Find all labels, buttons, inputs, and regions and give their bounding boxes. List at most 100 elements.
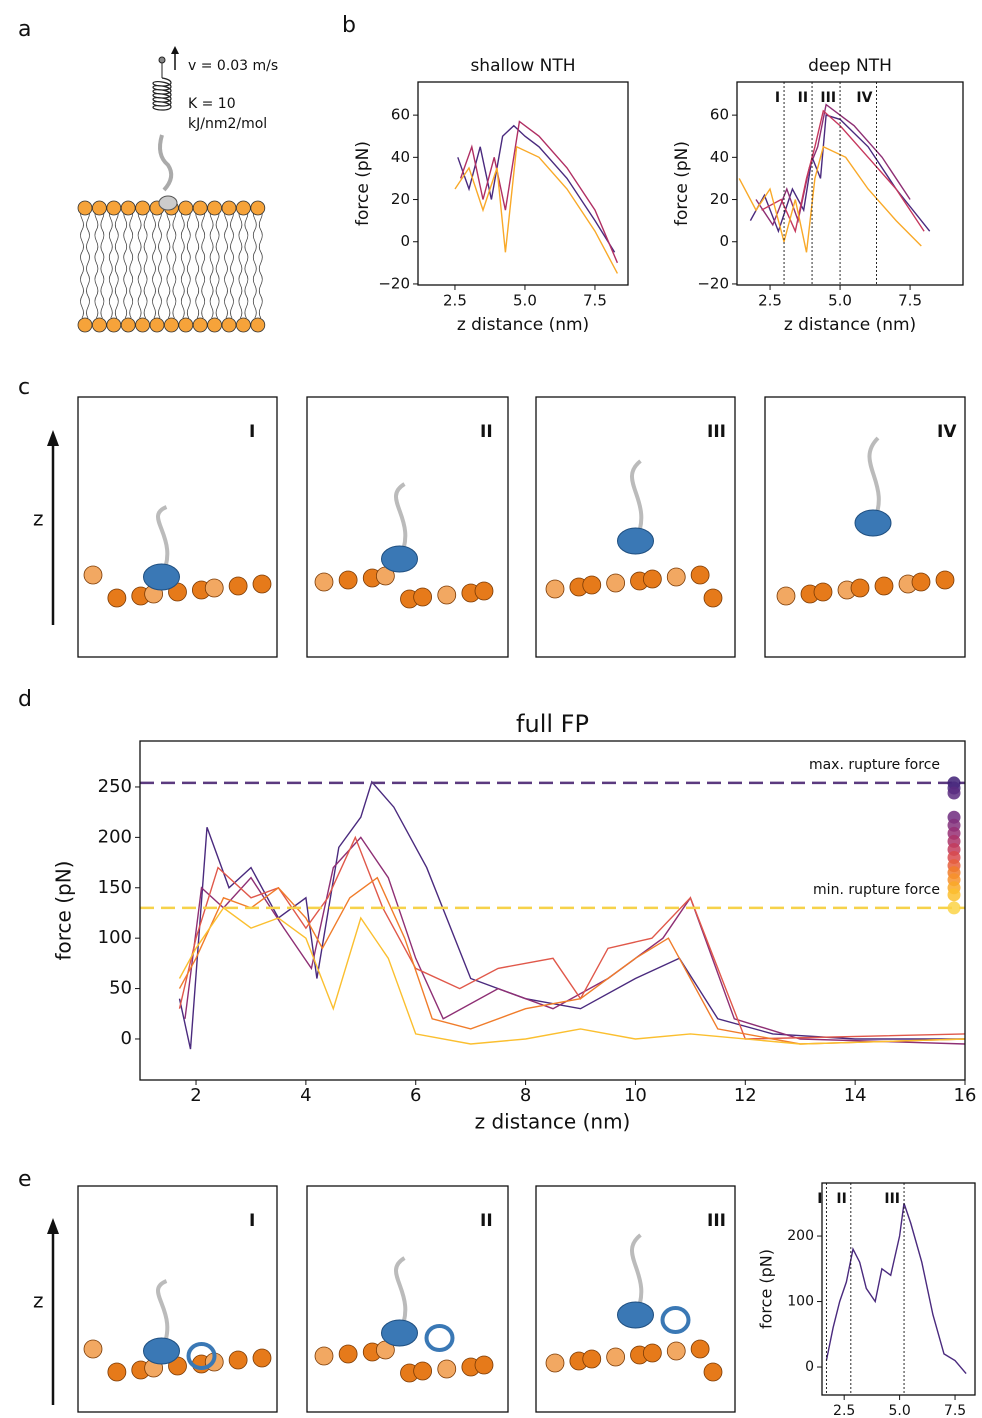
peptide-helix [143, 563, 180, 591]
y-tick-label: 40 [391, 148, 410, 166]
lipid-head [178, 200, 194, 216]
chart-title: shallow NTH [470, 56, 575, 76]
lipid-tail [143, 251, 148, 275]
lipid-tail [80, 295, 84, 319]
peptide [158, 134, 174, 192]
lipid-head [120, 200, 136, 216]
lipid-tail [258, 273, 263, 297]
panel-label: a [18, 17, 31, 42]
lipid-tail [123, 229, 128, 253]
lipid-tail [224, 295, 228, 319]
lipid-tail [186, 295, 191, 319]
lipid-tail [258, 251, 263, 275]
x-tick-label: 5.0 [828, 292, 852, 310]
lipid-head [221, 317, 237, 333]
lipid-tail [180, 229, 185, 253]
y-tick-label: 50 [109, 978, 132, 999]
lipid-tail [129, 251, 134, 275]
snapshot-label: II [480, 1211, 493, 1231]
lipid-head [776, 586, 796, 606]
lipid-tail [166, 273, 171, 297]
force-curve [184, 836, 965, 1045]
peptide-helix [617, 1301, 654, 1329]
lipid-tail [172, 295, 177, 319]
lipid-tail [209, 251, 214, 275]
lipid-head [314, 572, 334, 592]
lipid-tail [186, 273, 191, 297]
lipid-tail [180, 251, 185, 275]
snapshot-label: I [249, 422, 255, 442]
lipid-tail [201, 229, 206, 253]
y-tick-label: 60 [710, 106, 729, 124]
lipid-tail [123, 251, 128, 275]
snapshot-frame [306, 1185, 509, 1413]
z-arrow-head [47, 430, 59, 446]
lipid-head [642, 1343, 662, 1363]
lipid-head [204, 578, 224, 598]
lipid-tail [94, 251, 99, 275]
x-tick-label: 7.5 [944, 1403, 966, 1418]
chart-title: full FP [516, 710, 589, 738]
lipid-tail [123, 273, 128, 297]
lipid-tail [152, 295, 156, 319]
lipid-tail [166, 295, 171, 319]
x-tick-label: 2.5 [758, 292, 782, 310]
lipid-head [149, 317, 165, 333]
lipid-head [235, 317, 251, 333]
snapshot-frame [764, 396, 966, 658]
snapshot-label: I [249, 1211, 255, 1231]
x-tick-label: 2 [190, 1085, 201, 1106]
plot-frame [139, 740, 966, 1081]
lipid-tail [215, 251, 220, 275]
lipid-tail [100, 229, 105, 253]
y-tick-label: 150 [98, 877, 132, 898]
force-curve [457, 124, 616, 253]
lipid-head [207, 200, 223, 216]
lipid-tail [230, 229, 234, 253]
lipid-tail [172, 251, 177, 275]
lipid-head [250, 200, 266, 216]
chart-title: deep NTH [808, 56, 892, 76]
y-axis-label: force (pN) [353, 141, 373, 226]
lipid-tail [137, 251, 142, 275]
lipid-head [207, 317, 223, 333]
lipid-head [192, 200, 208, 216]
lipid-head [314, 1346, 334, 1366]
peptide-helix [381, 545, 418, 573]
y-tick-label: −20 [697, 274, 729, 292]
peptide-helix [186, 1342, 217, 1370]
x-tick-label: 10 [624, 1085, 647, 1106]
lipid-tail [224, 273, 228, 297]
lipid-head [163, 317, 179, 333]
lipid-tail [114, 295, 119, 319]
force-curve [178, 906, 965, 1045]
rupture-point [947, 888, 961, 902]
y-tick-label: 40 [710, 148, 729, 166]
lipid-tail [215, 295, 220, 319]
lipid-head [107, 1362, 127, 1382]
lipid-tail [158, 229, 162, 253]
x-tick-label: 7.5 [898, 292, 922, 310]
lipid-head [106, 200, 122, 216]
lipid-head [413, 1361, 433, 1381]
lipid-tail [100, 273, 105, 297]
lipid-tail [129, 273, 134, 297]
lipid-head [250, 317, 266, 333]
x-axis-label: z distance (nm) [475, 1110, 631, 1134]
lipid-tail [244, 251, 249, 275]
force-curve [825, 1203, 967, 1375]
lipid-head [545, 1353, 565, 1373]
lipid-tail [86, 229, 90, 253]
lipid-tail [152, 229, 156, 253]
lipid-tail [100, 295, 105, 319]
lipid-tail [252, 251, 257, 275]
lipid-head [666, 567, 686, 587]
lipid-tail [224, 229, 228, 253]
lipid-tail [244, 229, 249, 253]
lipid-tail [143, 273, 148, 297]
lipid-tail [252, 295, 257, 319]
lipid-tail [114, 273, 119, 297]
lipid-tail [108, 295, 113, 319]
snapshot-label: III [707, 422, 726, 442]
